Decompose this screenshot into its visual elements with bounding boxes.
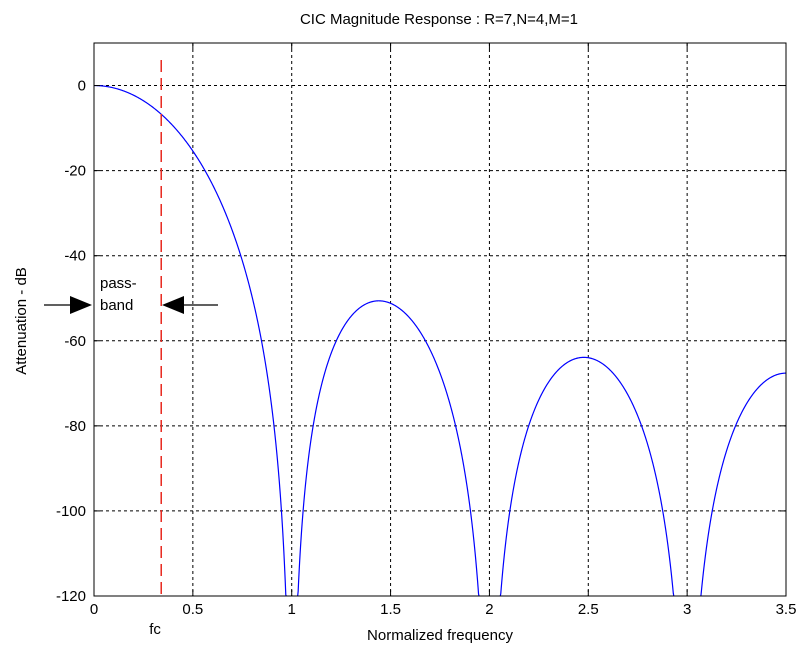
- passband-label-line1: pass-: [100, 275, 137, 292]
- x-tick-label: 2.5: [578, 601, 599, 618]
- y-tick-label: -80: [64, 418, 86, 435]
- x-tick-label: 3.5: [776, 601, 797, 618]
- grid-lines: [94, 43, 786, 596]
- passband-arrow-left-head: [70, 296, 92, 314]
- y-tick-label: -100: [56, 503, 86, 520]
- cutoff-label: fc: [149, 621, 161, 638]
- axis-ticks: 0 0.5 1 1.5 2 2.5 3 3.5 0 -20 -40 -60 -80 -100 -120: [56, 43, 796, 618]
- x-tick-label: 1: [288, 601, 296, 618]
- passband-arrow-right-head: [162, 296, 184, 314]
- y-tick-label: -60: [64, 333, 86, 350]
- x-tick-label: 2: [485, 601, 493, 618]
- chart-title: CIC Magnitude Response : R=7,N=4,M=1: [300, 11, 578, 28]
- y-tick-label: -120: [56, 588, 86, 605]
- x-tick-label: 1.5: [380, 601, 401, 618]
- y-tick-label: -40: [64, 248, 86, 265]
- x-tick-label: 0.5: [182, 601, 203, 618]
- response-curve: [94, 84, 787, 597]
- plot-frame: [93, 42, 787, 597]
- x-tick-label: 3: [683, 601, 691, 618]
- x-tick-label: 0: [90, 601, 98, 618]
- x-axis-label: Normalized frequency: [367, 627, 513, 644]
- passband-label-line2: band: [100, 297, 133, 314]
- annotation-layer: fc pass-band: [44, 60, 218, 638]
- y-axis-label: Attenuation - dB: [13, 267, 30, 375]
- series-layer: [94, 84, 787, 597]
- y-tick-label: 0: [78, 78, 86, 95]
- y-tick-label: -20: [64, 163, 86, 180]
